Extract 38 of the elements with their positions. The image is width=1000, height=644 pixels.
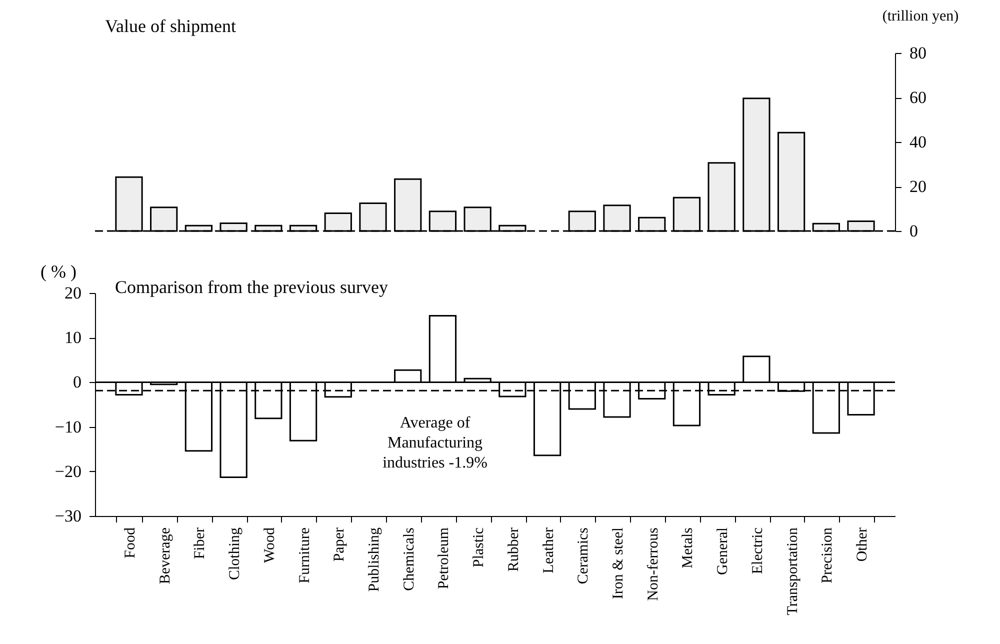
y-tick-label: −30 — [54, 506, 82, 526]
x-tick-label: Non-ferrous — [645, 527, 662, 601]
chart-title: Comparison from the previous survey — [115, 277, 388, 297]
ref-line-label: Average of Manufacturing industries -1.9% — [382, 414, 488, 472]
y-tick-label: 20 — [910, 177, 926, 196]
x-tick-label: Wood — [262, 527, 278, 563]
x-tick-label: Paper — [332, 528, 348, 562]
y-axis-title: (trillion yen) — [882, 8, 959, 24]
y-tick-label: −20 — [54, 462, 82, 481]
x-tick-label: Metals — [680, 527, 696, 568]
x-tick-label: Beverage — [157, 527, 174, 584]
x-tick-label: Electric — [750, 527, 766, 574]
y-tick-label: 40 — [910, 132, 926, 152]
y-tick-label: 10 — [64, 328, 82, 348]
y-tick-label: 0 — [910, 222, 918, 240]
x-tick-label: Iron & steel — [610, 528, 627, 600]
x-tick-label: General — [715, 528, 732, 575]
y-tick-label: 0 — [73, 372, 82, 392]
x-tick-label: Leather — [540, 528, 557, 574]
x-tick-label: Chemicals — [401, 527, 418, 591]
x-tick-label: Clothing — [227, 527, 244, 580]
x-tick-label: Fiber — [192, 528, 208, 560]
x-tick-label: Rubber — [506, 528, 522, 572]
chart-title: Value of shipment — [105, 16, 236, 36]
y-tick-label: −10 — [54, 417, 82, 436]
x-tick-label: Transportation — [784, 527, 801, 616]
y-tick-label: 20 — [64, 284, 82, 302]
x-tick-label: Petroleum — [436, 527, 452, 590]
y-tick-label: 60 — [910, 88, 926, 107]
y-axis-title: ( % ) — [40, 262, 76, 282]
x-tick-label: Other — [854, 528, 871, 562]
y-tick-label: 80 — [910, 44, 926, 62]
x-tick-label: Ceramics — [576, 527, 592, 584]
x-tick-label: Precision — [820, 527, 836, 584]
x-tick-label: Publishing — [366, 527, 382, 592]
x-tick-label: Food — [122, 527, 138, 558]
x-tick-label: Plastic — [471, 527, 488, 568]
x-tick-label: Furniture — [296, 527, 313, 584]
